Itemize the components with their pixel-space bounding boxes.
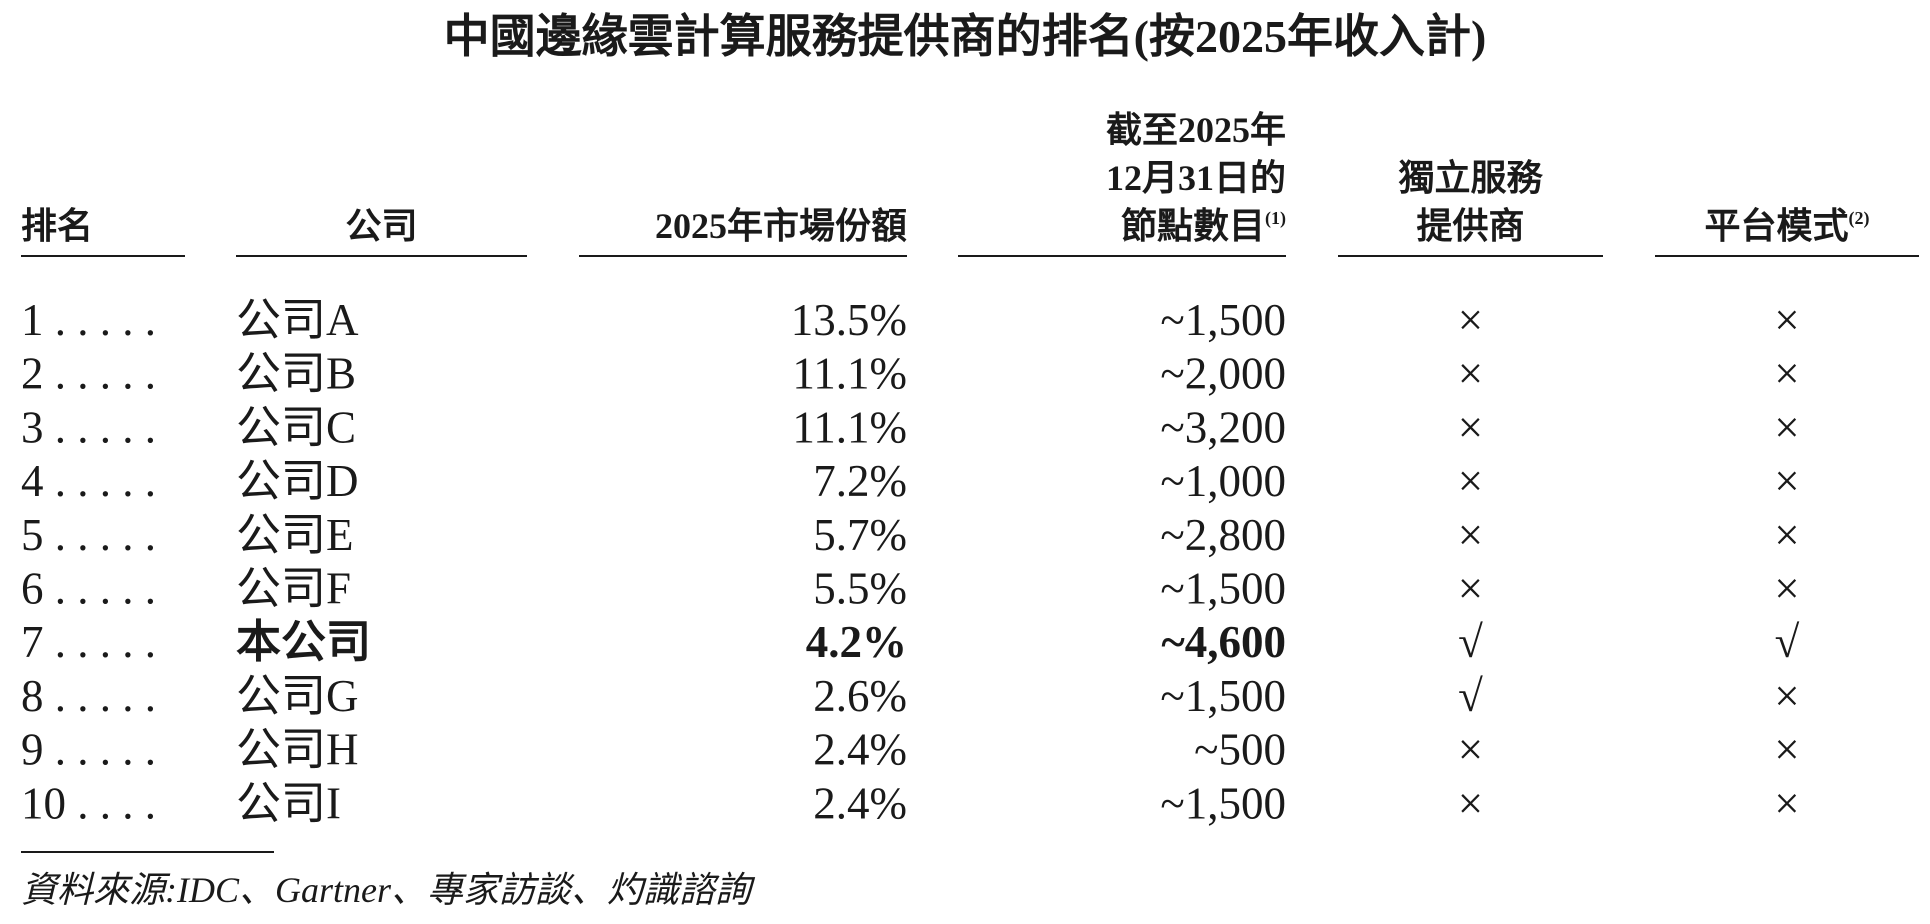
table-cell: ~1,500 — [1160, 671, 1286, 721]
table-cell: ~2,800 — [1160, 510, 1286, 560]
header-line: 公司 — [345, 206, 417, 246]
table-cell: × — [1458, 778, 1483, 828]
table-cell: × — [1774, 295, 1799, 345]
table-cell: 公司F — [236, 564, 351, 614]
table-cell: 公司H — [236, 725, 359, 775]
header-line: 12月31日的 — [1106, 158, 1286, 198]
table-cell: ~1,000 — [1160, 456, 1286, 506]
table-cell: 8 . . . . . — [21, 671, 156, 721]
table-cell: ~4,600 — [1161, 617, 1286, 667]
table-cell: √ — [1458, 671, 1483, 721]
table-cell: 5 . . . . . — [21, 510, 156, 560]
header-note: (2) — [1849, 208, 1870, 229]
source: 資料來源:IDC、Gartner、專家訪談、灼識諮詢 — [21, 870, 756, 910]
table-cell: 7.2% — [813, 456, 907, 506]
header-text: 2025年市場份額 — [655, 206, 907, 246]
table-cell: 2.4% — [813, 725, 907, 775]
header-text: 節點數目(1) — [1121, 206, 1286, 246]
table-cell: × — [1774, 402, 1799, 452]
table-cell: × — [1458, 402, 1483, 452]
table-cell: 公司E — [236, 510, 354, 560]
table-cell: 13.5% — [791, 295, 907, 345]
table-cell: 9 . . . . . — [21, 725, 156, 775]
table-cell: × — [1458, 564, 1483, 614]
header-text: 平台模式(2) — [1704, 206, 1869, 246]
table-cell: × — [1458, 349, 1483, 399]
header-text: 公司 — [345, 206, 417, 246]
header-line: 平台模式 — [1704, 206, 1848, 246]
table-cell: × — [1774, 725, 1799, 775]
table-cell: 公司I — [236, 778, 341, 828]
table-cell: 1 . . . . . — [21, 295, 156, 345]
table-cell: × — [1774, 671, 1799, 721]
table-cell: ~500 — [1194, 725, 1286, 775]
table-cell: 3 . . . . . — [21, 402, 156, 452]
table-cell: 公司C — [236, 402, 356, 452]
table-cell: 11.1% — [792, 349, 907, 399]
header-text: 12月31日的 — [1106, 158, 1286, 198]
table-cell: × — [1774, 564, 1799, 614]
header-text: 獨立服務 — [1398, 158, 1543, 198]
table-cell: 公司B — [236, 349, 356, 399]
table-cell: × — [1458, 456, 1483, 506]
header-note: (1) — [1265, 208, 1286, 229]
table-cell: × — [1458, 725, 1483, 775]
table-cell: 4.2% — [806, 617, 907, 667]
table-cell: 11.1% — [792, 402, 907, 452]
table-cell: 2 . . . . . — [21, 349, 156, 399]
table-cell: 公司D — [236, 456, 359, 506]
header-text: 排名 — [21, 206, 93, 246]
table-cell: ~1,500 — [1160, 295, 1286, 345]
table-cell: ~1,500 — [1160, 564, 1286, 614]
table-cell: ~3,200 — [1160, 402, 1286, 452]
table-cell: 7 . . . . . — [21, 617, 156, 667]
header-line: 2025年市場份額 — [655, 206, 907, 246]
table-cell: 10 . . . . — [21, 778, 156, 828]
table-cell: × — [1774, 349, 1799, 399]
table-cell: 5.7% — [813, 510, 907, 560]
title: 中國邊緣雲計算服務提供商的排名(按2025年收入計) — [444, 11, 1487, 62]
header-line: 節點數目 — [1121, 206, 1265, 246]
table-cell: √ — [1775, 617, 1800, 667]
table-cell: × — [1458, 510, 1483, 560]
table-cell: ~2,000 — [1160, 349, 1286, 399]
header-line: 截至2025年 — [1106, 110, 1286, 150]
header-text: 截至2025年 — [1106, 110, 1286, 150]
table-cell: 5.5% — [813, 564, 907, 614]
table-cell: 6 . . . . . — [21, 564, 156, 614]
table-cell: 公司G — [236, 671, 359, 721]
table-cell: 2.4% — [813, 778, 907, 828]
table-cell: 4 . . . . . — [21, 456, 156, 506]
table-cell: 本公司 — [236, 617, 371, 667]
table-cell: ~1,500 — [1160, 778, 1286, 828]
table-cell: 公司A — [236, 295, 359, 345]
table-cell: × — [1774, 456, 1799, 506]
table-cell: × — [1458, 295, 1483, 345]
header-line: 提供商 — [1416, 206, 1524, 246]
table-cell: √ — [1458, 617, 1483, 667]
header-line: 排名 — [21, 206, 93, 246]
table-cell: 2.6% — [813, 671, 907, 721]
table-cell: × — [1774, 510, 1799, 560]
header-text: 提供商 — [1416, 206, 1524, 246]
table-cell: × — [1774, 778, 1799, 828]
header-line: 獨立服務 — [1398, 158, 1543, 198]
